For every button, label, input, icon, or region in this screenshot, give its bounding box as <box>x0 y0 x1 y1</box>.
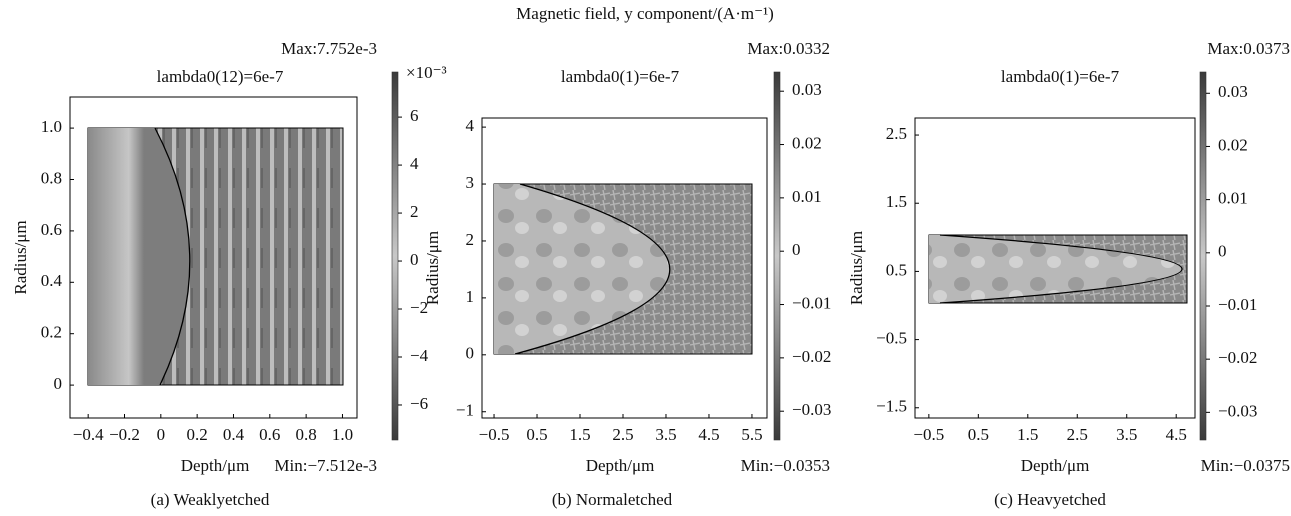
domain-a <box>87 127 344 386</box>
domain-c <box>928 234 1188 304</box>
x-tick-label: 1.5 <box>569 425 590 444</box>
colorbar-tick-label: 0.03 <box>792 80 822 99</box>
colorbar-tick-label: −0.02 <box>792 347 831 366</box>
colorbar-tick-label: 4 <box>410 154 419 173</box>
colorbar-unit: ×10⁻³ <box>406 63 447 82</box>
x-tick-label: 3.5 <box>655 425 676 444</box>
x-tick-label: 0.5 <box>526 425 547 444</box>
colorbar-tick-label: 0 <box>1218 242 1227 261</box>
domain-b <box>493 183 753 355</box>
colorbar-tick-label: 0.01 <box>792 187 822 206</box>
y-tick-label: 4 <box>466 116 475 135</box>
caption: (c) Heavyetched <box>994 490 1106 509</box>
x-tick-label: 0.4 <box>223 425 245 444</box>
x-tick-label: 4.5 <box>1166 425 1187 444</box>
colorbar-tick-label: 2 <box>410 202 419 221</box>
y-tick-label: −1.5 <box>876 397 907 416</box>
colorbar-tick-label: 0.01 <box>1218 189 1248 208</box>
colorbar-tick-label: −6 <box>410 394 428 413</box>
colorbar <box>391 71 399 441</box>
y-tick-label: 0.8 <box>41 168 62 187</box>
x-tick-label: −0.4 <box>73 425 104 444</box>
y-tick-label: −1 <box>456 401 474 420</box>
caption: (b) Normaletched <box>552 490 673 509</box>
figure-title: Magnetic field, y component/(A·m⁻¹) <box>516 4 774 23</box>
x-axis-label: Depth/μm <box>181 456 250 475</box>
x-tick-label: 2.5 <box>612 425 633 444</box>
colorbar-tick-label: 0 <box>792 240 801 259</box>
y-axis-label: Radius/μm <box>423 231 442 305</box>
colorbar-tick-label: 0.02 <box>1218 135 1248 154</box>
panel-title: lambda0(1)=6e-7 <box>561 67 680 86</box>
plot-frame <box>914 117 1196 419</box>
x-tick-label: 4.5 <box>698 425 719 444</box>
panel-title: lambda0(12)=6e-7 <box>157 67 284 86</box>
y-tick-label: −0.5 <box>876 328 907 347</box>
x-tick-label: 0.2 <box>187 425 208 444</box>
y-tick-label: 0 <box>466 344 475 363</box>
y-tick-label: 0.6 <box>41 220 62 239</box>
colorbar <box>1199 71 1207 441</box>
min-label: Min:−0.0375 <box>1201 456 1290 475</box>
x-tick-label: 1.0 <box>332 425 353 444</box>
y-tick-label: 0.5 <box>886 260 907 279</box>
y-tick-label: 2 <box>466 230 475 249</box>
x-tick-label: 0.5 <box>968 425 989 444</box>
min-label: Min:−7.512e-3 <box>274 456 377 475</box>
x-tick-label: 0.6 <box>259 425 280 444</box>
colorbar-tick-label: −0.03 <box>1218 401 1257 420</box>
max-label: Max:7.752e-3 <box>281 39 377 58</box>
colorbar-tick-label: −0.03 <box>792 400 831 419</box>
y-tick-label: 3 <box>466 173 475 192</box>
plot-frame <box>69 96 358 419</box>
colorbar-tick-label: −2 <box>410 298 428 317</box>
plot-frame <box>481 117 768 419</box>
y-axis-label: Radius/μm <box>11 220 30 294</box>
colorbar-tick-label: −0.01 <box>792 293 831 312</box>
colorbar-tick-label: 6 <box>410 106 419 125</box>
x-axis-label: Depth/μm <box>1021 456 1090 475</box>
max-label: Max:0.0373 <box>1207 39 1290 58</box>
x-axis-label: Depth/μm <box>586 456 655 475</box>
x-tick-label: 3.5 <box>1116 425 1137 444</box>
y-tick-label: 1.5 <box>886 192 907 211</box>
x-tick-label: −0.2 <box>109 425 140 444</box>
y-tick-label: 1.0 <box>41 117 62 136</box>
x-tick-label: 0 <box>157 425 166 444</box>
min-label: Min:−0.0353 <box>741 456 830 475</box>
colorbar-tick-label: 0.02 <box>792 133 822 152</box>
x-tick-label: −0.5 <box>913 425 944 444</box>
colorbar-tick-label: 0.03 <box>1218 82 1248 101</box>
y-tick-label: 1 <box>466 287 475 306</box>
colorbar <box>773 71 781 441</box>
x-tick-label: 5.5 <box>741 425 762 444</box>
colorbar-tick-label: −0.01 <box>1218 295 1257 314</box>
x-tick-label: −0.5 <box>479 425 510 444</box>
y-tick-label: 0.2 <box>41 323 62 342</box>
y-tick-label: 2.5 <box>886 124 907 143</box>
y-tick-label: 0 <box>54 374 63 393</box>
colorbar-tick-label: 0 <box>410 250 419 269</box>
x-tick-label: 1.5 <box>1017 425 1038 444</box>
y-tick-label: 0.4 <box>41 271 63 290</box>
x-tick-label: 2.5 <box>1067 425 1088 444</box>
colorbar-tick-label: −0.02 <box>1218 348 1257 367</box>
colorbar-tick-label: −4 <box>410 346 429 365</box>
panel-title: lambda0(1)=6e-7 <box>1001 67 1120 86</box>
caption: (a) Weaklyetched <box>151 490 270 509</box>
max-label: Max:0.0332 <box>747 39 830 58</box>
x-tick-label: 0.8 <box>296 425 317 444</box>
y-axis-label: Radius/μm <box>847 231 866 305</box>
